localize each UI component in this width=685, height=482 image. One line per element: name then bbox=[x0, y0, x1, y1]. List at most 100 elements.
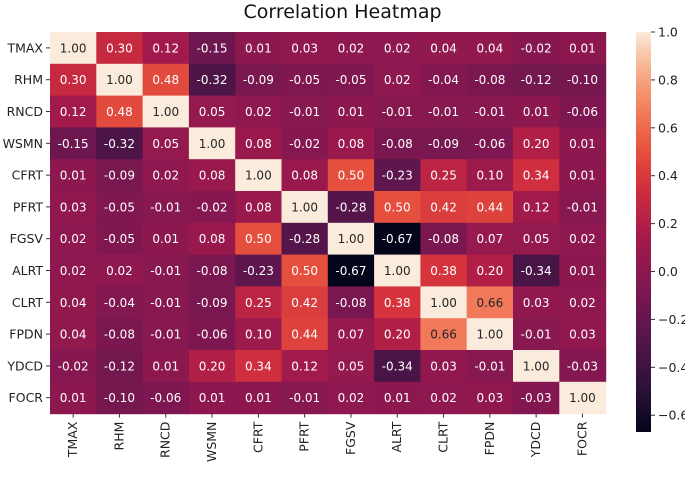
heatmap-cell bbox=[235, 63, 283, 97]
heatmap-cell bbox=[513, 318, 560, 351]
heatmap-cell bbox=[327, 286, 375, 319]
cell-value-label: 1.00 bbox=[291, 200, 318, 214]
cell-value-label: -0.09 bbox=[243, 73, 274, 87]
cell-value-label: -0.12 bbox=[521, 73, 552, 87]
cell-value-label: -0.12 bbox=[104, 359, 135, 373]
heatmap-cell bbox=[374, 222, 421, 256]
cell-value-label: 0.08 bbox=[245, 137, 272, 151]
heatmap-cell bbox=[327, 318, 375, 351]
cell-value-label: -0.08 bbox=[335, 296, 366, 310]
heatmap-cell bbox=[374, 32, 421, 65]
heatmap-cell bbox=[466, 191, 514, 224]
cell-value-label: 0.03 bbox=[523, 296, 550, 310]
cell-value-label: 0.02 bbox=[569, 232, 596, 246]
cell-value-label: 0.02 bbox=[152, 169, 179, 183]
heatmap-cell bbox=[420, 32, 468, 65]
heatmap-cell bbox=[235, 286, 283, 319]
heatmap-cell bbox=[559, 318, 607, 351]
cell-value-label: -0.02 bbox=[521, 41, 552, 55]
heatmap-cell bbox=[281, 32, 329, 65]
cell-value-label: 0.01 bbox=[384, 391, 411, 405]
cell-value-label: 1.00 bbox=[60, 41, 87, 55]
cell-value-label: -0.06 bbox=[197, 328, 228, 342]
heatmap-cell bbox=[142, 222, 190, 256]
heatmap-cell bbox=[281, 63, 329, 97]
heatmap-cell bbox=[188, 254, 236, 287]
heatmap-cell bbox=[420, 222, 468, 256]
x-tick-label: WSMN bbox=[204, 422, 219, 462]
x-tick-label: RHM bbox=[111, 422, 126, 451]
cell-value-label: 0.04 bbox=[60, 296, 87, 310]
heatmap-cell bbox=[142, 95, 190, 128]
heatmap-cell bbox=[96, 191, 144, 224]
heatmap-cell bbox=[235, 32, 283, 65]
heatmap-cell bbox=[466, 350, 514, 383]
heatmap-cell bbox=[374, 191, 421, 224]
cell-value-label: -0.05 bbox=[104, 232, 135, 246]
heatmap-cell bbox=[559, 127, 607, 160]
heatmap-cell bbox=[513, 381, 560, 415]
cell-value-label: 0.34 bbox=[245, 359, 272, 373]
colorbar-tick-label: 0.4 bbox=[658, 168, 678, 183]
heatmap-cell bbox=[559, 95, 607, 128]
heatmap-cell bbox=[96, 350, 144, 383]
cell-value-label: 0.10 bbox=[245, 328, 272, 342]
heatmap-cell bbox=[188, 350, 236, 383]
heatmap-cell bbox=[96, 63, 144, 97]
heatmap-cell bbox=[235, 318, 283, 351]
cell-value-label: 0.20 bbox=[476, 264, 503, 278]
heatmap-cell bbox=[188, 286, 236, 319]
cell-value-label: 0.02 bbox=[384, 41, 411, 55]
y-tick-label: ALRT bbox=[12, 263, 43, 278]
cell-value-label: 0.12 bbox=[523, 200, 550, 214]
heatmap-cell bbox=[466, 32, 514, 65]
heatmap-cell bbox=[188, 159, 236, 192]
cell-value-label: 0.25 bbox=[430, 169, 457, 183]
heatmap-cell bbox=[327, 159, 375, 192]
cell-value-label: 0.50 bbox=[384, 200, 411, 214]
cell-value-label: 0.02 bbox=[60, 264, 87, 278]
heatmap-cell bbox=[50, 159, 97, 192]
heatmap-cell bbox=[513, 254, 560, 287]
heatmap-cell bbox=[513, 191, 560, 224]
cell-value-label: 0.01 bbox=[569, 41, 596, 55]
heatmap-cell bbox=[188, 127, 236, 160]
heatmap-cell bbox=[466, 127, 514, 160]
cell-value-label: -0.10 bbox=[104, 391, 135, 405]
x-tick-label: FOCR bbox=[574, 421, 589, 456]
cell-value-label: 0.08 bbox=[199, 169, 226, 183]
cell-value-label: 1.00 bbox=[430, 296, 457, 310]
heatmap-cell bbox=[559, 222, 607, 256]
y-tick-label: WSMN bbox=[3, 136, 43, 151]
heatmap-cell bbox=[281, 191, 329, 224]
cell-value-label: -0.04 bbox=[104, 296, 135, 310]
heatmap-cell bbox=[235, 350, 283, 383]
heatmap-cell bbox=[188, 191, 236, 224]
heatmap-cell bbox=[420, 254, 468, 287]
y-tick-label: YDCD bbox=[6, 358, 43, 373]
cell-value-label: 0.38 bbox=[384, 296, 411, 310]
heatmap-cell bbox=[50, 127, 97, 160]
heatmap-cell bbox=[466, 254, 514, 287]
heatmap-cell bbox=[96, 381, 144, 415]
cell-value-label: 0.02 bbox=[245, 105, 272, 119]
cell-value-label: 0.66 bbox=[430, 328, 457, 342]
heatmap-cell bbox=[513, 32, 560, 65]
cell-value-label: 0.02 bbox=[338, 391, 365, 405]
heatmap-cell bbox=[466, 159, 514, 192]
colorbar-tick-label: 0.0 bbox=[658, 264, 678, 279]
heatmap-cell bbox=[235, 381, 283, 415]
heatmap-cell bbox=[559, 32, 607, 65]
heatmap-cell bbox=[142, 191, 190, 224]
heatmap-cell bbox=[50, 318, 97, 351]
heatmap-cell bbox=[420, 381, 468, 415]
x-tick-label: PFRT bbox=[297, 421, 312, 452]
heatmap-cell bbox=[327, 191, 375, 224]
heatmap-cell bbox=[327, 350, 375, 383]
heatmap-cell bbox=[235, 95, 283, 128]
cell-value-label: 0.42 bbox=[291, 296, 318, 310]
cell-value-label: 0.01 bbox=[152, 232, 179, 246]
heatmap-cell bbox=[374, 95, 421, 128]
cell-value-label: 0.01 bbox=[569, 264, 596, 278]
